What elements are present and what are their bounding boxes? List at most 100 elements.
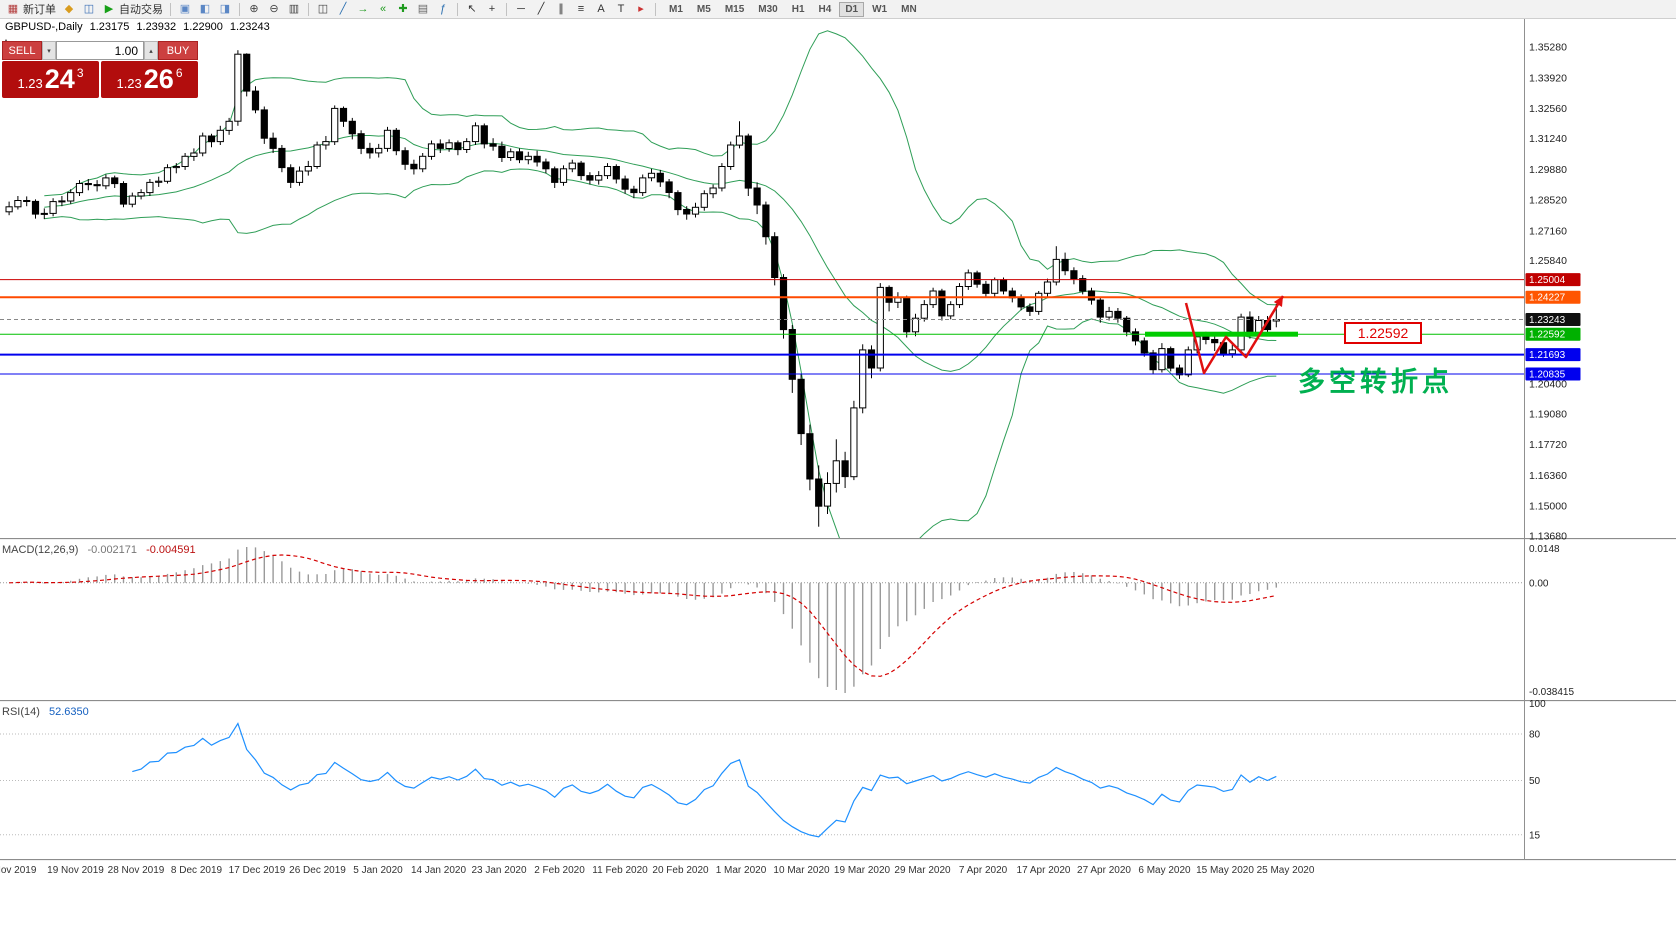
- buy-button[interactable]: BUY: [158, 41, 198, 60]
- fibonacci-button[interactable]: ≡: [571, 1, 591, 18]
- timeframe-m1[interactable]: M1: [669, 3, 683, 15]
- zoom-in-icon: ⊕: [249, 2, 259, 15]
- rsi-title: RSI(14): [2, 706, 40, 718]
- tile-windows-button[interactable]: ▣: [175, 1, 195, 18]
- zoom-in-button[interactable]: ⊕: [244, 1, 264, 18]
- svg-text:8 Dec 2019: 8 Dec 2019: [171, 865, 223, 876]
- arrange-windows-button[interactable]: ◨: [215, 1, 235, 18]
- toolbar-separator: [170, 2, 171, 16]
- crosshair-button[interactable]: +: [482, 1, 502, 18]
- autotrading-button-label: 自动交易: [119, 4, 163, 16]
- svg-text:20 Feb 2020: 20 Feb 2020: [652, 865, 709, 876]
- price-tag: [1525, 367, 1581, 381]
- svg-text:19 Mar 2020: 19 Mar 2020: [834, 865, 891, 876]
- svg-text:1.32560: 1.32560: [1529, 103, 1567, 115]
- svg-text:28 Nov 2019: 28 Nov 2019: [108, 865, 165, 876]
- horizontal-line-button[interactable]: ─: [511, 1, 531, 18]
- price-axis[interactable]: 1.35280 1.33920 1.32560 1.31240 1.29880 1.285…: [1524, 19, 1676, 860]
- profiles-button[interactable]: ▤: [413, 1, 433, 18]
- timeframe-w1[interactable]: W1: [872, 3, 888, 15]
- trendline-button[interactable]: ╱: [531, 1, 551, 18]
- svg-text:25 May 2020: 25 May 2020: [1257, 865, 1315, 876]
- sell-price-pip: 3: [76, 66, 84, 80]
- svg-text:23 Jan 2020: 23 Jan 2020: [471, 865, 526, 876]
- equidistant-channel-button[interactable]: ∥: [551, 1, 571, 18]
- macd-title: MACD(12,26,9): [2, 544, 79, 556]
- ohlc-high: 1.23932: [136, 21, 177, 33]
- macd-indicator-label: MACD(12,26,9) -0.002171 -0.004591: [2, 544, 196, 556]
- volume-decrease-button[interactable]: ▾: [42, 41, 56, 60]
- cursor-icon: ↖: [467, 2, 477, 15]
- timeframe-m30[interactable]: M30: [758, 3, 778, 15]
- bell-icon: ◆: [64, 2, 74, 15]
- sell-price-prefix: 1.23: [17, 75, 43, 91]
- timeframe-h1[interactable]: H1: [791, 3, 805, 15]
- toolbar-separator: [239, 2, 240, 16]
- text-label-button[interactable]: T: [611, 1, 631, 18]
- timeframe-m15[interactable]: M15: [724, 3, 745, 15]
- timeframe-d1[interactable]: D1: [839, 1, 865, 17]
- auto-scroll-button[interactable]: →: [353, 1, 373, 18]
- svg-text:1.27160: 1.27160: [1529, 225, 1567, 237]
- timeframe-m5[interactable]: M5: [696, 3, 711, 15]
- line-chart-button[interactable]: ╱: [333, 1, 353, 18]
- svg-text:1.31240: 1.31240: [1529, 133, 1567, 145]
- trend-arrow: [1184, 295, 1285, 375]
- svg-text:17 Dec 2019: 17 Dec 2019: [229, 865, 286, 876]
- arrange-windows-icon: ◨: [219, 2, 231, 15]
- svg-text:1.19080: 1.19080: [1529, 408, 1567, 420]
- svg-text:1.25840: 1.25840: [1529, 255, 1567, 267]
- one-click-panel-toggle[interactable]: ▴: [4, 36, 8, 45]
- svg-text:10 Mar 2020: 10 Mar 2020: [773, 865, 830, 876]
- svg-text:17 Apr 2020: 17 Apr 2020: [1017, 865, 1071, 876]
- alerts-button[interactable]: ◆: [59, 1, 79, 18]
- indicators-button[interactable]: ƒ: [433, 1, 453, 18]
- play-icon: ▶: [104, 2, 114, 15]
- new-order-button[interactable]: ▦ 新订单: [3, 1, 59, 18]
- svg-text:1.23243: 1.23243: [1529, 315, 1566, 326]
- new-order-icon: ▦: [7, 2, 19, 15]
- candlestick-chart-button[interactable]: ◫: [313, 1, 333, 18]
- ohlc-close: 1.23243: [229, 21, 270, 33]
- auto-scroll-icon: →: [357, 2, 369, 15]
- autotrading-button[interactable]: ▶ 自动交易: [99, 1, 166, 18]
- sell-button[interactable]: SELL: [2, 41, 42, 60]
- axes: [0, 19, 1676, 861]
- timeframe-h4[interactable]: H4: [818, 3, 832, 15]
- text-button[interactable]: A: [591, 1, 611, 18]
- support-segment: [1145, 331, 1298, 337]
- new-chart-button[interactable]: ✚: [393, 1, 413, 18]
- chart-shift-button[interactable]: «: [373, 1, 393, 18]
- sell-price-button[interactable]: 1.23 24 3: [2, 61, 99, 98]
- zoom-out-button[interactable]: ⊖: [264, 1, 284, 18]
- bar-chart-button[interactable]: ▥: [284, 1, 304, 18]
- timeframe-mn[interactable]: MN: [901, 3, 917, 15]
- price-tag: [1525, 348, 1581, 362]
- svg-text:29 Mar 2020: 29 Mar 2020: [894, 865, 951, 876]
- arrows-icon: ▸: [638, 2, 644, 15]
- buy-price-button[interactable]: 1.23 26 6: [101, 61, 198, 98]
- cursor-button[interactable]: ↖: [462, 1, 482, 18]
- ohlc-open: 1.23175: [89, 21, 130, 33]
- macd-panel: [0, 547, 1524, 693]
- arrows-button[interactable]: ▸: [631, 1, 651, 18]
- volume-input[interactable]: [56, 41, 144, 60]
- volume-increase-button[interactable]: ▴: [144, 41, 158, 60]
- one-click-trading-panel: SELL ▾ ▴ BUY 1.23 24 3 1.23 26 6: [2, 41, 200, 98]
- svg-text:1.13680: 1.13680: [1529, 531, 1567, 543]
- symbol-ohlc-info: GBPUSD-,Daily 1.23175 1.23932 1.22900 1.2324…: [5, 21, 277, 33]
- candlestick-icon: ◫: [317, 2, 329, 15]
- time-axis[interactable]: Nov 2019 19 Nov 2019 28 Nov 2019 8 Dec 2019…: [0, 861, 1676, 881]
- svg-text:2 Feb 2020: 2 Feb 2020: [534, 865, 585, 876]
- price-tag: [1525, 273, 1581, 287]
- svg-text:1.24227: 1.24227: [1529, 293, 1566, 304]
- cascade-windows-button[interactable]: ◧: [195, 1, 215, 18]
- tile-windows-icon: ▣: [179, 2, 191, 15]
- community-button[interactable]: ◫: [79, 1, 99, 18]
- svg-text:19 Nov 2019: 19 Nov 2019: [47, 865, 104, 876]
- sell-price-big: 24: [44, 64, 75, 94]
- svg-text:1.21693: 1.21693: [1529, 350, 1566, 361]
- macd-value-signal: -0.004591: [146, 544, 196, 556]
- svg-text:50: 50: [1529, 776, 1541, 787]
